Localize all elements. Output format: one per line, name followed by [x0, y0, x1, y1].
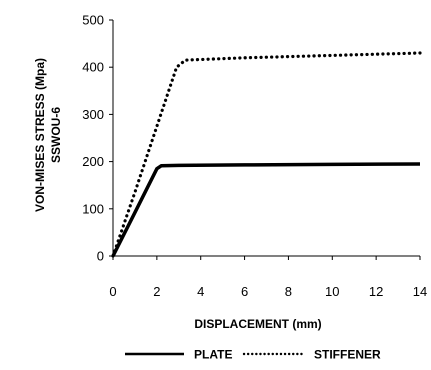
y-axis-title-line-2: SSWOU-6: [49, 107, 63, 163]
x-tick-label: 8: [285, 284, 292, 299]
axes: [112, 20, 420, 257]
x-tick-label: 0: [109, 284, 116, 299]
x-tick-label: 12: [369, 284, 383, 299]
y-tick-label: 0: [97, 249, 104, 264]
legend-label-plate: PLATE: [194, 348, 232, 362]
legend-label-stiffener: STIFFENER: [314, 348, 381, 362]
y-tick-label: 400: [82, 60, 104, 75]
x-tick-label: 6: [241, 284, 248, 299]
x-axis-title: DISPLACEMENT (mm): [194, 317, 321, 331]
x-tick-label: 2: [153, 284, 160, 299]
y-tick-label: 100: [82, 201, 104, 216]
y-tick-label: 200: [82, 154, 104, 169]
series-line-plate: [111, 162, 421, 257]
y-tick-label: 500: [82, 13, 104, 28]
y-axis-title: VON-MISES STRESS (Mpa) SSWOU-6: [33, 58, 63, 212]
x-tick-label: 10: [325, 284, 339, 299]
y-tick-label: 300: [82, 107, 104, 122]
y-axis-title-line-1: VON-MISES STRESS (Mpa): [33, 58, 47, 212]
legend: PLATE STIFFENER: [125, 348, 381, 362]
y-tick-labels: 0 100 200 300 400 500: [82, 13, 113, 264]
series-line-stiffener: [111, 51, 422, 258]
series-group: [111, 51, 422, 258]
x-tick-label: 14: [413, 284, 427, 299]
x-tick-labels: 0 2 4 6 8 10 12 14: [109, 256, 427, 299]
x-tick-label: 4: [197, 284, 204, 299]
